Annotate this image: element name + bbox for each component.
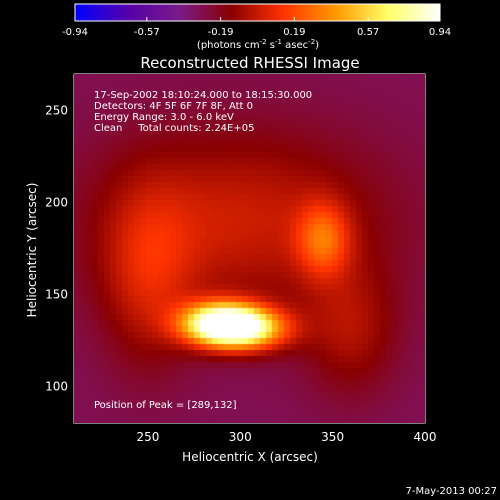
- x-tick-label: 250: [136, 430, 159, 444]
- colorbar-tick-label: -0.57: [134, 27, 160, 38]
- y-tick-label: 100: [45, 379, 68, 393]
- colorbar-tick-label: -0.94: [62, 27, 88, 38]
- clean-counts-annotation: Clean Total counts: 2.24E+05: [94, 123, 254, 134]
- x-tick-label: 300: [229, 430, 252, 444]
- colorbar-label: (photons cm-2 s-1 asec-2): [197, 38, 319, 51]
- chart-title: Reconstructed RHESSI Image: [140, 54, 359, 72]
- colorbar: [74, 3, 441, 22]
- y-tick-label: 200: [45, 196, 68, 210]
- colorbar-tick-label: -0.19: [208, 27, 234, 38]
- x-axis-label: Heliocentric X (arcsec): [182, 450, 318, 464]
- x-tick-label: 350: [321, 430, 344, 444]
- x-tick-label: 400: [414, 430, 437, 444]
- detectors-annotation: Detectors: 4F 5F 6F 7F 8F, Att 0: [94, 101, 253, 112]
- footer-timestamp: 7-May-2013 00:27: [405, 486, 497, 497]
- time-range-annotation: 17-Sep-2002 18:10:24.000 to 18:15:30.000: [94, 90, 312, 101]
- colorbar-tick-label: 0.57: [357, 27, 379, 38]
- y-tick-label: 250: [45, 104, 68, 118]
- colorbar-ticks: -0.94 -0.57 -0.19 0.19 0.57 0.94: [62, 17, 451, 38]
- energy-range-annotation: Energy Range: 3.0 - 6.0 keV: [94, 112, 234, 123]
- colorbar-tick-label: 0.94: [429, 27, 451, 38]
- peak-position-annotation: Position of Peak = [289,132]: [94, 400, 237, 411]
- colorbar-tick-label: 0.19: [283, 27, 305, 38]
- y-axis-label: Heliocentric Y (arcsec): [25, 183, 39, 318]
- heatmap-image: [74, 74, 425, 423]
- y-tick-label: 150: [45, 287, 68, 301]
